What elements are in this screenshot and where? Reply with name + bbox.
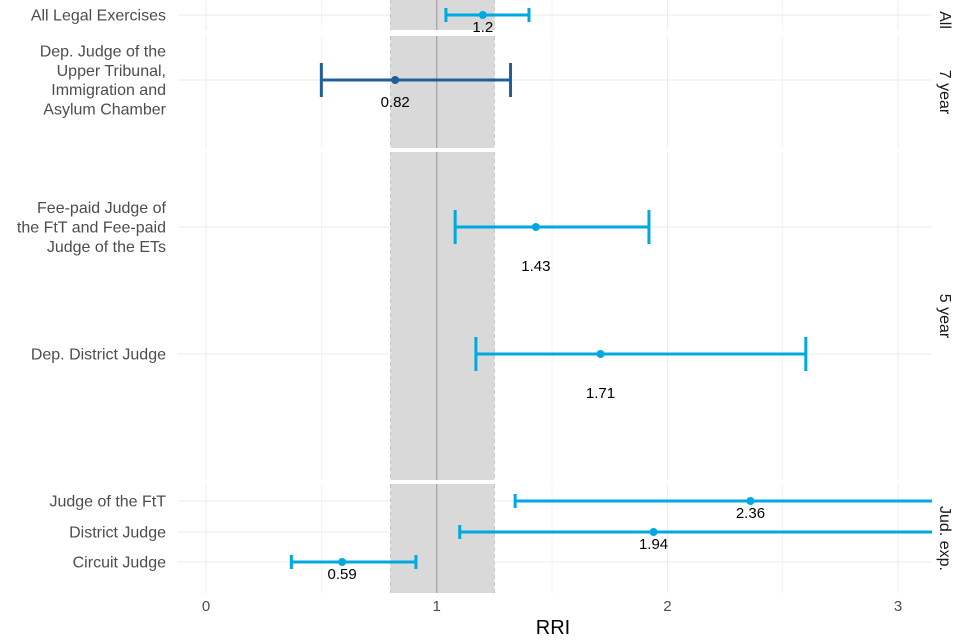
y-axis-label: Immigration and xyxy=(51,82,166,99)
x-axis-tick-label: 3 xyxy=(894,598,902,615)
x-axis-tick-label: 1 xyxy=(433,598,441,615)
reference-band-layer xyxy=(390,0,495,593)
facet-strip-label: Jud. exp. xyxy=(936,506,953,571)
point-estimate xyxy=(531,223,540,231)
data-label: 1.94 xyxy=(639,536,668,553)
y-axis-label: All Legal Exercises xyxy=(31,8,166,25)
x-axis-tick-label: 0 xyxy=(202,598,210,615)
y-axis-label: Circuit Judge xyxy=(73,555,166,572)
y-axis-label: Asylum Chamber xyxy=(43,101,166,118)
point-estimate xyxy=(391,76,400,84)
point-estimate xyxy=(649,528,658,536)
y-axis-label: Dep. Judge of the xyxy=(40,44,166,61)
x-axis-tick-label: 2 xyxy=(663,598,671,615)
facet-strip-label: 5 year xyxy=(936,294,953,339)
y-axis-label: the FtT and Fee-paid xyxy=(17,220,166,237)
facet-strip-label: All xyxy=(936,11,953,29)
point-estimate xyxy=(746,497,755,505)
marks-layer xyxy=(289,8,932,569)
y-axis-label: Fee-paid Judge of xyxy=(37,200,167,217)
data-label: 1.71 xyxy=(586,385,615,402)
reference-band xyxy=(390,152,495,480)
y-axis-label: Dep. District Judge xyxy=(31,347,166,364)
y-axis-label: Upper Tribunal, xyxy=(57,63,166,80)
y-axis-label: District Judge xyxy=(69,525,166,542)
y-axis-label: Judge of the FtT xyxy=(49,494,166,511)
data-label: 1.43 xyxy=(521,258,550,275)
point-estimate xyxy=(338,558,347,566)
data-label: 0.82 xyxy=(381,94,410,111)
reference-band xyxy=(390,36,495,148)
data-label: 2.36 xyxy=(736,505,765,522)
data-label: 1.2 xyxy=(472,19,493,36)
point-estimate xyxy=(596,350,605,358)
grid-layer xyxy=(178,0,932,593)
x-axis-title: RRI xyxy=(536,617,570,639)
point-estimate xyxy=(478,11,487,19)
y-axis-label: Judge of the ETs xyxy=(47,239,166,256)
facet-strip-label: 7 year xyxy=(936,70,953,115)
reference-band xyxy=(390,484,495,593)
data-label: 0.59 xyxy=(328,566,357,583)
labels-layer: 1.2 All Legal Exercises All 0.82 Dep. Judge … xyxy=(17,8,953,616)
